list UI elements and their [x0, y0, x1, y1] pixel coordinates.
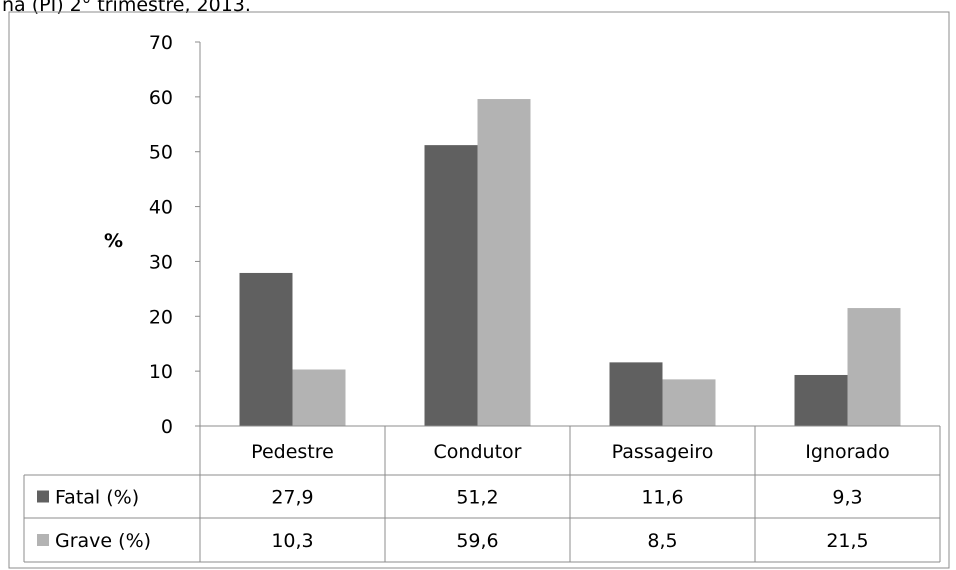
bar-fatal-ignorado	[794, 374, 848, 426]
legend-swatch-fatal	[37, 490, 49, 503]
data-label: 51,2	[456, 487, 498, 509]
y-axis-label: %	[104, 230, 123, 252]
y-tick-label: 40	[149, 197, 173, 219]
y-tick-label: 10	[149, 361, 173, 383]
bar-grave-condutor	[477, 99, 531, 427]
data-label: 10,3	[271, 530, 313, 552]
y-tick-label: 0	[161, 416, 173, 438]
bar-grave-passageiro	[662, 379, 716, 426]
x-tick-label: Passageiro	[612, 441, 714, 463]
data-label: 59,6	[456, 530, 498, 552]
y-tick-label: 30	[149, 251, 173, 273]
y-tick-label: 20	[149, 306, 173, 328]
data-label: 27,9	[271, 487, 313, 509]
y-axis: 0 10 20 30 40 50 60 70	[149, 32, 201, 438]
bar-grave-pedestre	[292, 369, 346, 426]
data-label: 21,5	[826, 530, 868, 552]
bar-grave-ignorado	[847, 308, 901, 426]
data-label: 11,6	[641, 487, 683, 509]
y-tick-label: 70	[149, 32, 173, 54]
x-tick-label: Pedestre	[251, 441, 334, 463]
data-label: 8,5	[647, 530, 677, 552]
legend-label: Fatal (%)	[55, 487, 139, 509]
x-tick-label: Ignorado	[805, 441, 889, 463]
bar-fatal-pedestre	[239, 272, 293, 426]
chart-frame	[8, 11, 950, 569]
y-tick-label: 50	[149, 142, 173, 164]
y-tick-label: 60	[149, 87, 173, 109]
bar-fatal-passageiro	[609, 362, 663, 426]
legend-label: Grave (%)	[55, 530, 151, 552]
legend-swatch-grave	[37, 534, 49, 546]
bars	[239, 99, 901, 427]
data-table: Pedestre Condutor Passageiro Ignorado Fatal …	[23, 425, 941, 563]
bar-fatal-condutor	[424, 145, 478, 427]
x-tick-label: Condutor	[434, 441, 522, 463]
data-label: 9,3	[832, 487, 862, 509]
